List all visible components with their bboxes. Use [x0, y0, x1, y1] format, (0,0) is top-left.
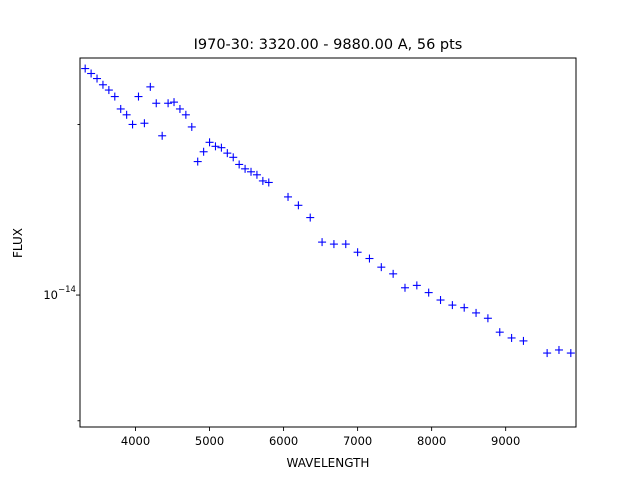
data-point	[472, 308, 481, 317]
data-point	[199, 147, 208, 156]
data-point	[223, 149, 232, 158]
data-point	[460, 303, 469, 312]
data-point	[175, 104, 184, 113]
data-point	[365, 254, 374, 263]
y-tick-exponent: −14	[58, 285, 76, 295]
x-tick-label: 8000	[417, 434, 446, 448]
y-axis-label: FLUX	[11, 228, 25, 258]
data-point	[229, 153, 238, 162]
data-point	[252, 170, 261, 179]
x-tick-label: 6000	[269, 434, 298, 448]
data-point	[164, 99, 173, 108]
data-point	[436, 296, 445, 305]
y-axis: 10 −14	[43, 124, 80, 422]
data-point	[284, 192, 293, 201]
data-point	[235, 160, 244, 169]
data-point	[146, 82, 155, 91]
data-point	[110, 92, 119, 101]
data-point	[377, 263, 386, 272]
data-point	[318, 238, 327, 247]
data-point	[81, 64, 90, 73]
data-point	[543, 349, 552, 358]
x-axis-label: WAVELENGTH	[287, 456, 370, 470]
y-tick-label: 10	[43, 288, 58, 302]
data-point	[353, 248, 362, 257]
chart-title: I970-30: 3320.00 - 9880.00 A, 56 pts	[194, 37, 463, 53]
data-point	[306, 213, 315, 222]
data-point	[294, 201, 303, 210]
data-point	[87, 69, 96, 78]
plot-area: 4000 5000 6000 7000 8000 9000 10 −14	[43, 57, 577, 448]
data-point	[241, 164, 250, 173]
data-point	[93, 74, 102, 83]
data-point	[329, 240, 338, 249]
data-point	[424, 288, 433, 297]
data-point	[217, 143, 226, 152]
data-point	[116, 104, 125, 113]
data-point	[389, 269, 398, 278]
data-point	[152, 99, 161, 108]
data-point	[507, 333, 516, 342]
x-tick-label: 4000	[121, 434, 150, 448]
data-point	[140, 119, 149, 128]
data-point	[205, 138, 214, 147]
data-point	[341, 240, 350, 249]
data-point	[495, 328, 504, 337]
data-point	[519, 336, 528, 345]
data-point	[158, 131, 167, 140]
data-point	[122, 110, 131, 119]
data-point	[181, 110, 190, 119]
data-point	[187, 122, 196, 131]
data-point	[258, 176, 267, 185]
x-tick-label: 9000	[491, 434, 520, 448]
data-point	[128, 120, 137, 129]
data-point	[134, 92, 143, 101]
x-tick-label: 5000	[195, 434, 224, 448]
data-point	[247, 167, 256, 176]
data-point	[104, 86, 113, 95]
data-point	[98, 80, 107, 89]
data-point	[448, 301, 457, 310]
data-point	[554, 345, 563, 354]
x-tick-label: 7000	[343, 434, 372, 448]
x-axis: 4000 5000 6000 7000 8000 9000	[121, 427, 520, 448]
data-series	[81, 64, 575, 358]
data-point	[400, 283, 409, 292]
data-point	[170, 98, 179, 107]
data-point	[483, 314, 492, 323]
data-point	[193, 157, 202, 166]
data-point	[211, 142, 220, 151]
data-point	[566, 349, 575, 358]
data-point	[412, 281, 421, 290]
data-point	[264, 178, 273, 187]
plot-frame	[79, 57, 577, 428]
